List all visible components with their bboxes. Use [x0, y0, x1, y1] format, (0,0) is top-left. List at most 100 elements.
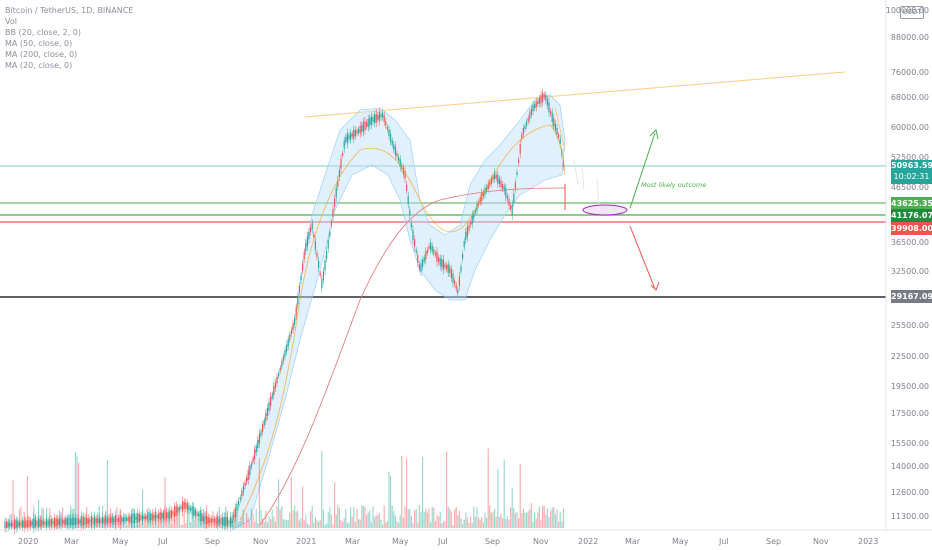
candle — [210, 518, 212, 523]
volume-bar — [191, 513, 193, 528]
candle — [247, 470, 249, 481]
volume-bar — [396, 521, 398, 528]
time-axis-label: Jul — [438, 537, 448, 546]
candle — [159, 511, 161, 521]
volume-bar — [156, 515, 158, 528]
volume-bar — [366, 514, 368, 528]
candle — [113, 518, 115, 523]
candle — [386, 126, 388, 130]
indicator-ma50[interactable]: MA (50, close, 0) — [5, 39, 73, 48]
volume-bar — [498, 516, 500, 528]
candle — [558, 134, 560, 138]
volume-bar — [458, 510, 460, 528]
legend: Bitcoin / TetherUS, 1D, BINANCE Vol BB (… — [5, 5, 133, 71]
candle — [462, 254, 464, 259]
volume-bar — [327, 512, 329, 528]
volume-bar — [417, 522, 419, 528]
candle — [310, 227, 312, 233]
volume-bar — [138, 524, 140, 528]
candle — [383, 115, 385, 122]
volume-bar — [455, 506, 457, 528]
candle — [542, 93, 544, 102]
candle — [370, 116, 372, 125]
volume-bar — [337, 505, 339, 528]
candle — [190, 507, 192, 511]
candle — [118, 517, 120, 523]
indicator-ma200[interactable]: MA (200, close, 0) — [5, 50, 78, 59]
volume-bar — [542, 505, 544, 528]
candle — [298, 285, 300, 293]
candle — [487, 183, 489, 190]
currency-badge[interactable]: USDT — [900, 6, 924, 19]
candle — [380, 114, 382, 118]
candle — [241, 491, 243, 497]
price-axis-label: 11300.00 — [890, 512, 929, 521]
candle — [196, 511, 198, 517]
candle — [519, 143, 521, 154]
volume-bar — [494, 508, 496, 528]
time-axis-label: May — [392, 537, 409, 546]
volume-bar — [540, 519, 542, 528]
volume-bar — [393, 510, 395, 528]
candle — [505, 188, 507, 197]
price-axis-label: 19500.00 — [890, 382, 929, 391]
candle — [474, 210, 476, 213]
candle — [274, 382, 276, 389]
candle — [242, 485, 244, 493]
price-axis-label: 88000.00 — [890, 33, 929, 42]
volume-bar — [346, 523, 348, 528]
volume-bar — [287, 520, 289, 528]
candle — [367, 118, 369, 128]
candle — [249, 465, 251, 476]
volume-bar — [404, 506, 406, 528]
volume-bar — [561, 521, 563, 528]
indicator-bb[interactable]: BB (20, close, 2, 0) — [5, 28, 81, 37]
candle — [276, 376, 278, 384]
volume-bar — [438, 516, 440, 528]
volume-bar — [182, 524, 184, 528]
volume-bar — [471, 523, 473, 528]
volume-bar — [326, 523, 328, 528]
candle — [358, 128, 360, 133]
volume-bar — [318, 522, 320, 528]
trend-line — [304, 71, 846, 118]
candle — [524, 125, 526, 130]
candle — [476, 204, 478, 211]
candle — [231, 518, 233, 524]
volume-bar — [238, 522, 240, 528]
candle — [385, 121, 387, 126]
volume-bar — [372, 506, 374, 528]
indicator-ma20[interactable]: MA (20, close, 0) — [5, 61, 73, 70]
candle — [410, 222, 412, 228]
candle — [537, 101, 539, 105]
volume-bar — [383, 505, 385, 528]
candle — [374, 114, 376, 123]
candle — [71, 517, 73, 526]
candle — [502, 184, 504, 189]
volume-bar — [20, 506, 22, 528]
candle — [442, 259, 444, 270]
candle — [50, 519, 52, 526]
volume-bar — [276, 506, 278, 528]
volume-bar — [412, 523, 414, 528]
price-axis-label: 25500.00 — [890, 321, 929, 330]
candle — [311, 222, 313, 230]
volume-bar — [420, 511, 422, 528]
candle — [98, 517, 100, 524]
volume-bar — [513, 507, 515, 528]
volume-bar — [537, 512, 539, 528]
candle — [342, 153, 344, 156]
volume-bar — [514, 513, 516, 528]
candle — [7, 521, 9, 528]
candle — [335, 187, 337, 198]
time-axis-label: Sep — [205, 537, 221, 546]
candle — [47, 520, 49, 525]
candle — [42, 521, 44, 525]
indicator-vol[interactable]: Vol — [5, 17, 17, 26]
candle — [511, 205, 513, 216]
candle — [158, 513, 160, 519]
volume-bar — [431, 506, 433, 528]
candle — [532, 104, 534, 112]
symbol-title[interactable]: Bitcoin / TetherUS, 1D, BINANCE — [5, 6, 134, 15]
